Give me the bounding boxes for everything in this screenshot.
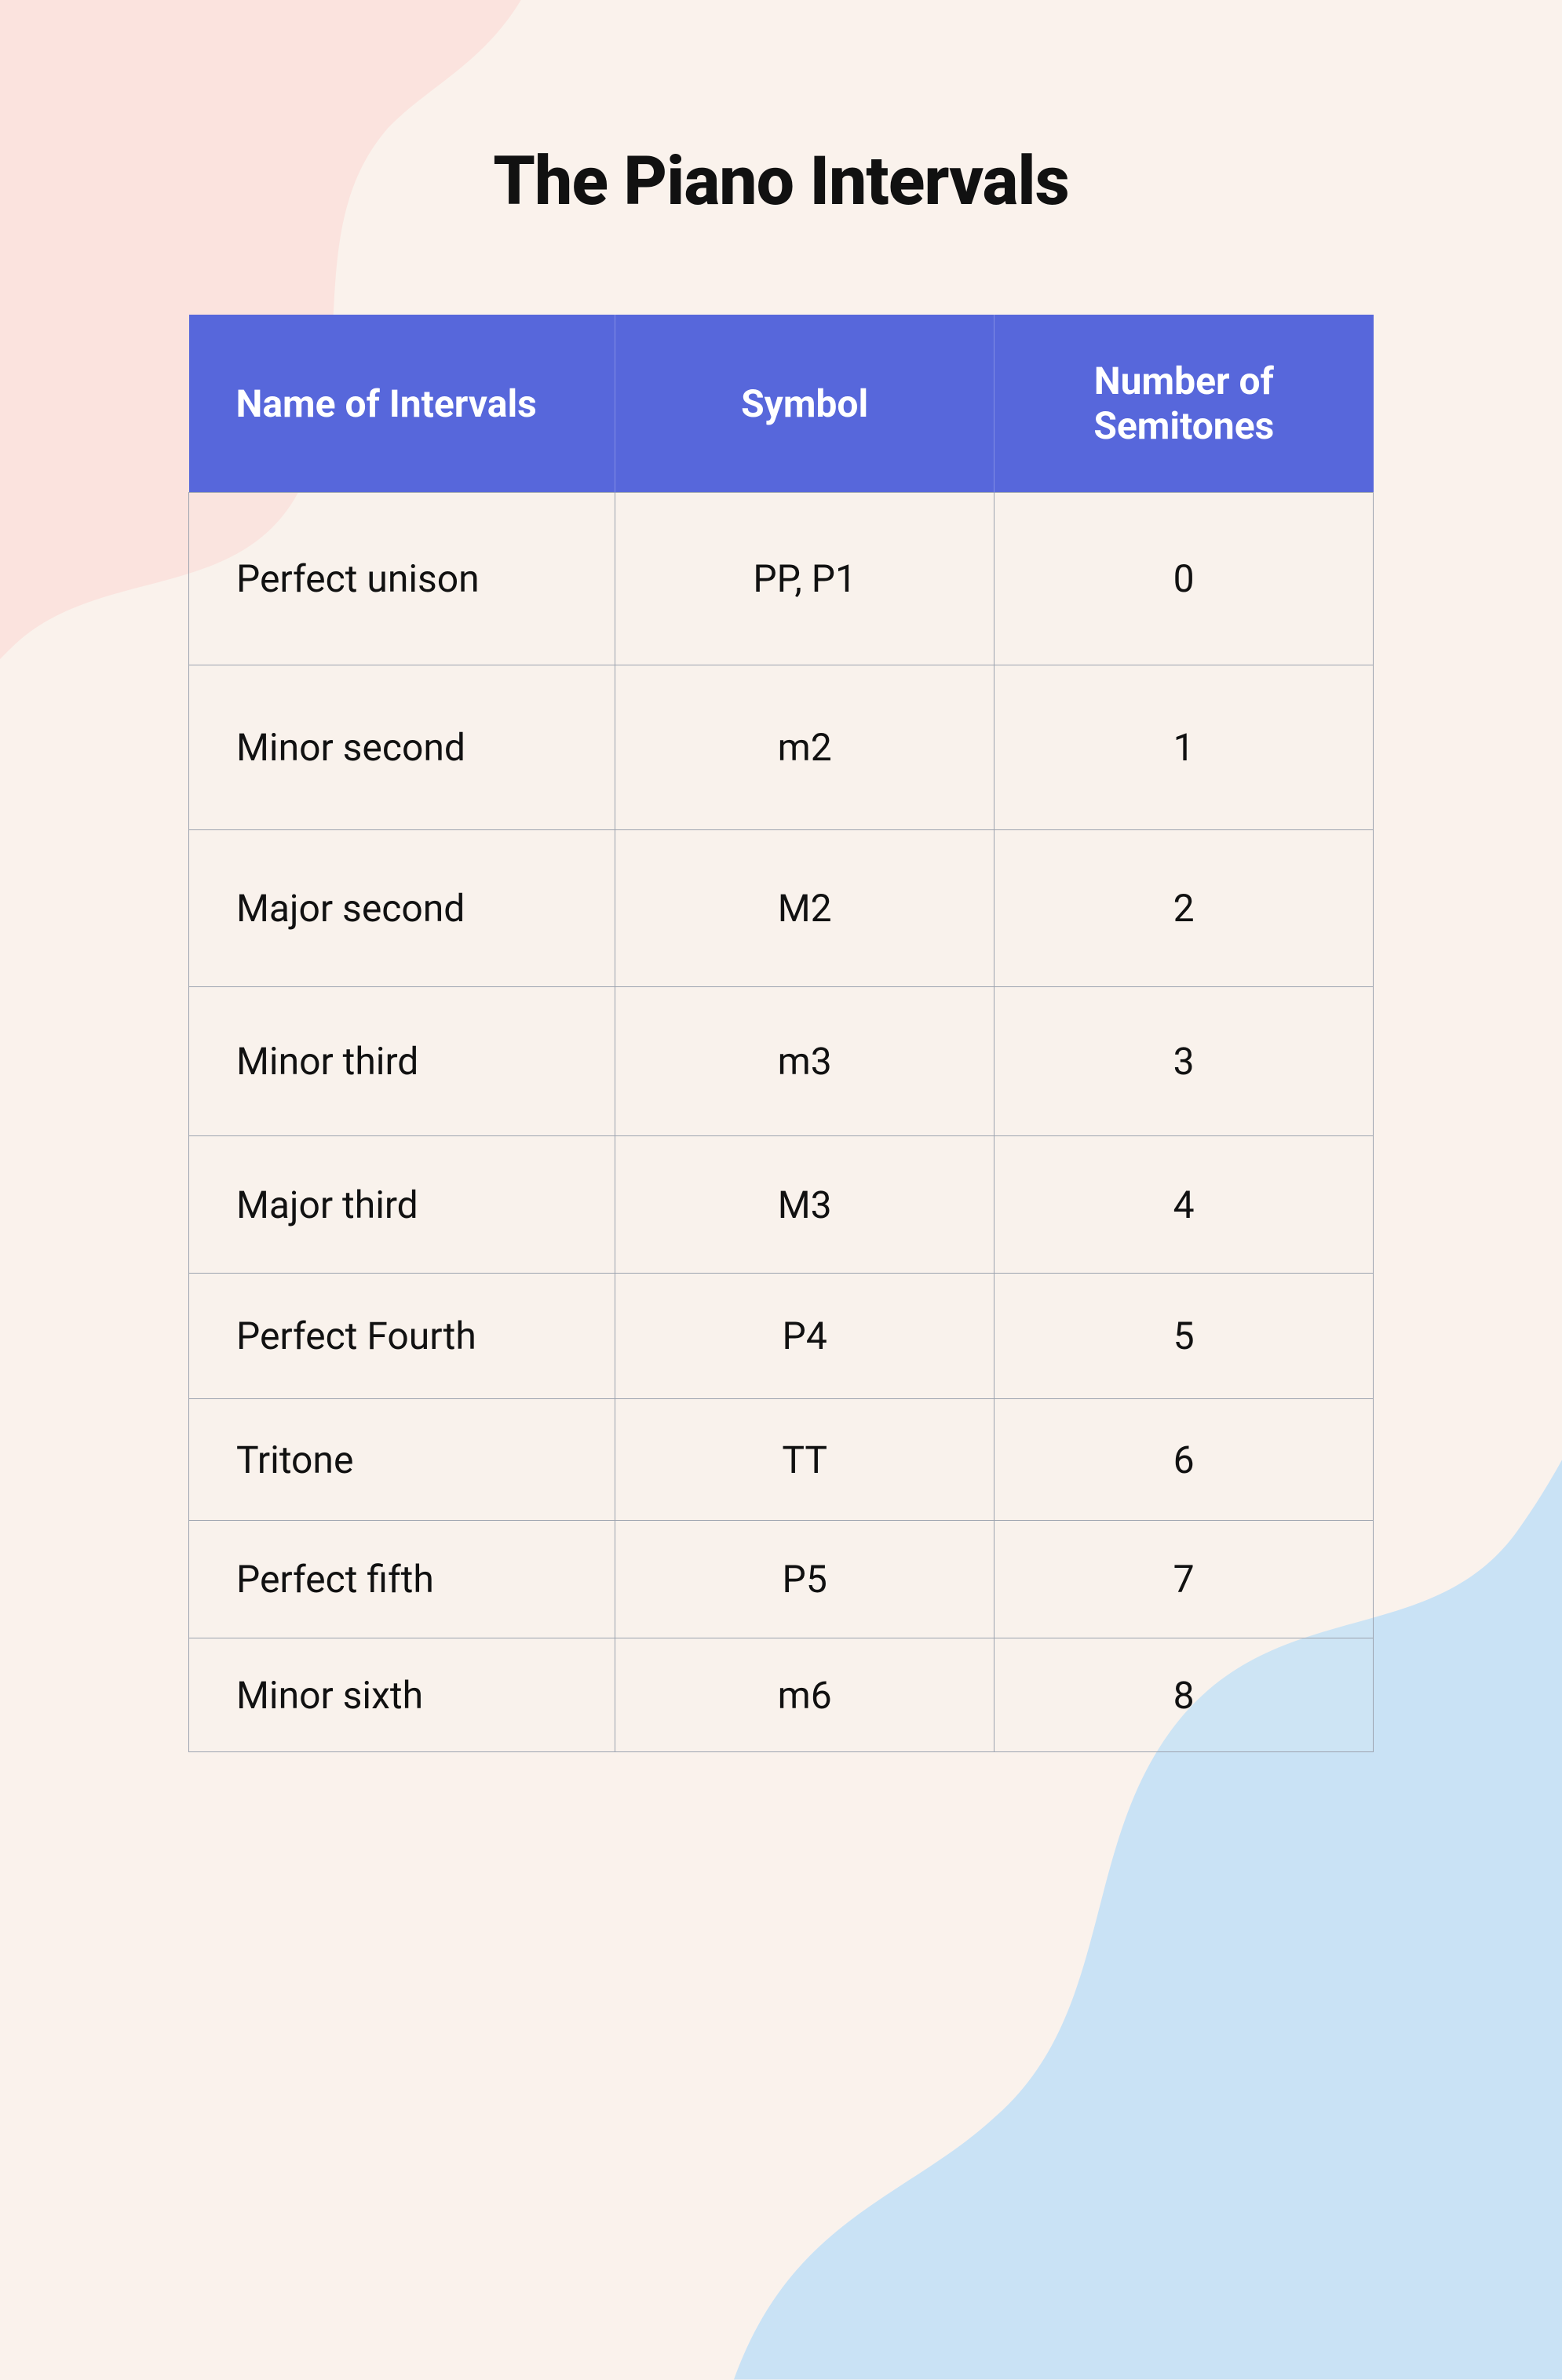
table-row: Major secondM22 [189, 830, 1374, 987]
symbol-cell: M2 [615, 830, 994, 987]
table-row: Major thirdM34 [189, 1136, 1374, 1274]
semitones-cell: 4 [994, 1136, 1374, 1274]
semitones-cell: 1 [994, 665, 1374, 830]
table-row: Minor thirdm33 [189, 987, 1374, 1136]
interval-name-cell: Major second [189, 830, 615, 987]
table-row: Perfect FourthP45 [189, 1274, 1374, 1399]
semitones-cell: 7 [994, 1521, 1374, 1638]
table-row: TritoneTT6 [189, 1399, 1374, 1521]
column-header: Number of Semitones [994, 315, 1374, 493]
symbol-cell: m3 [615, 987, 994, 1136]
semitones-cell: 0 [994, 493, 1374, 665]
interval-name-cell: Perfect unison [189, 493, 615, 665]
table-row: Minor secondm21 [189, 665, 1374, 830]
symbol-cell: TT [615, 1399, 994, 1521]
interval-name-cell: Tritone [189, 1399, 615, 1521]
table-header-row: Name of Intervals Symbol Number of Semit… [189, 315, 1374, 493]
symbol-cell: PP, P1 [615, 493, 994, 665]
table-row: Minor sixthm68 [189, 1638, 1374, 1752]
symbol-cell: P4 [615, 1274, 994, 1399]
semitones-cell: 5 [994, 1274, 1374, 1399]
column-header: Name of Intervals [189, 315, 615, 493]
symbol-cell: m2 [615, 665, 994, 830]
interval-name-cell: Perfect fifth [189, 1521, 615, 1638]
symbol-cell: M3 [615, 1136, 994, 1274]
table-row: Perfect fifthP57 [189, 1521, 1374, 1638]
table-row: Perfect unisonPP, P10 [189, 493, 1374, 665]
semitones-cell: 8 [994, 1638, 1374, 1752]
column-header: Symbol [615, 315, 994, 493]
symbol-cell: P5 [615, 1521, 994, 1638]
interval-name-cell: Minor third [189, 987, 615, 1136]
page-title: The Piano Intervals [188, 141, 1374, 221]
intervals-table: Name of Intervals Symbol Number of Semit… [188, 315, 1374, 1752]
semitones-cell: 2 [994, 830, 1374, 987]
interval-name-cell: Minor sixth [189, 1638, 615, 1752]
interval-name-cell: Perfect Fourth [189, 1274, 615, 1399]
interval-name-cell: Major third [189, 1136, 615, 1274]
symbol-cell: m6 [615, 1638, 994, 1752]
semitones-cell: 3 [994, 987, 1374, 1136]
interval-name-cell: Minor second [189, 665, 615, 830]
semitones-cell: 6 [994, 1399, 1374, 1521]
